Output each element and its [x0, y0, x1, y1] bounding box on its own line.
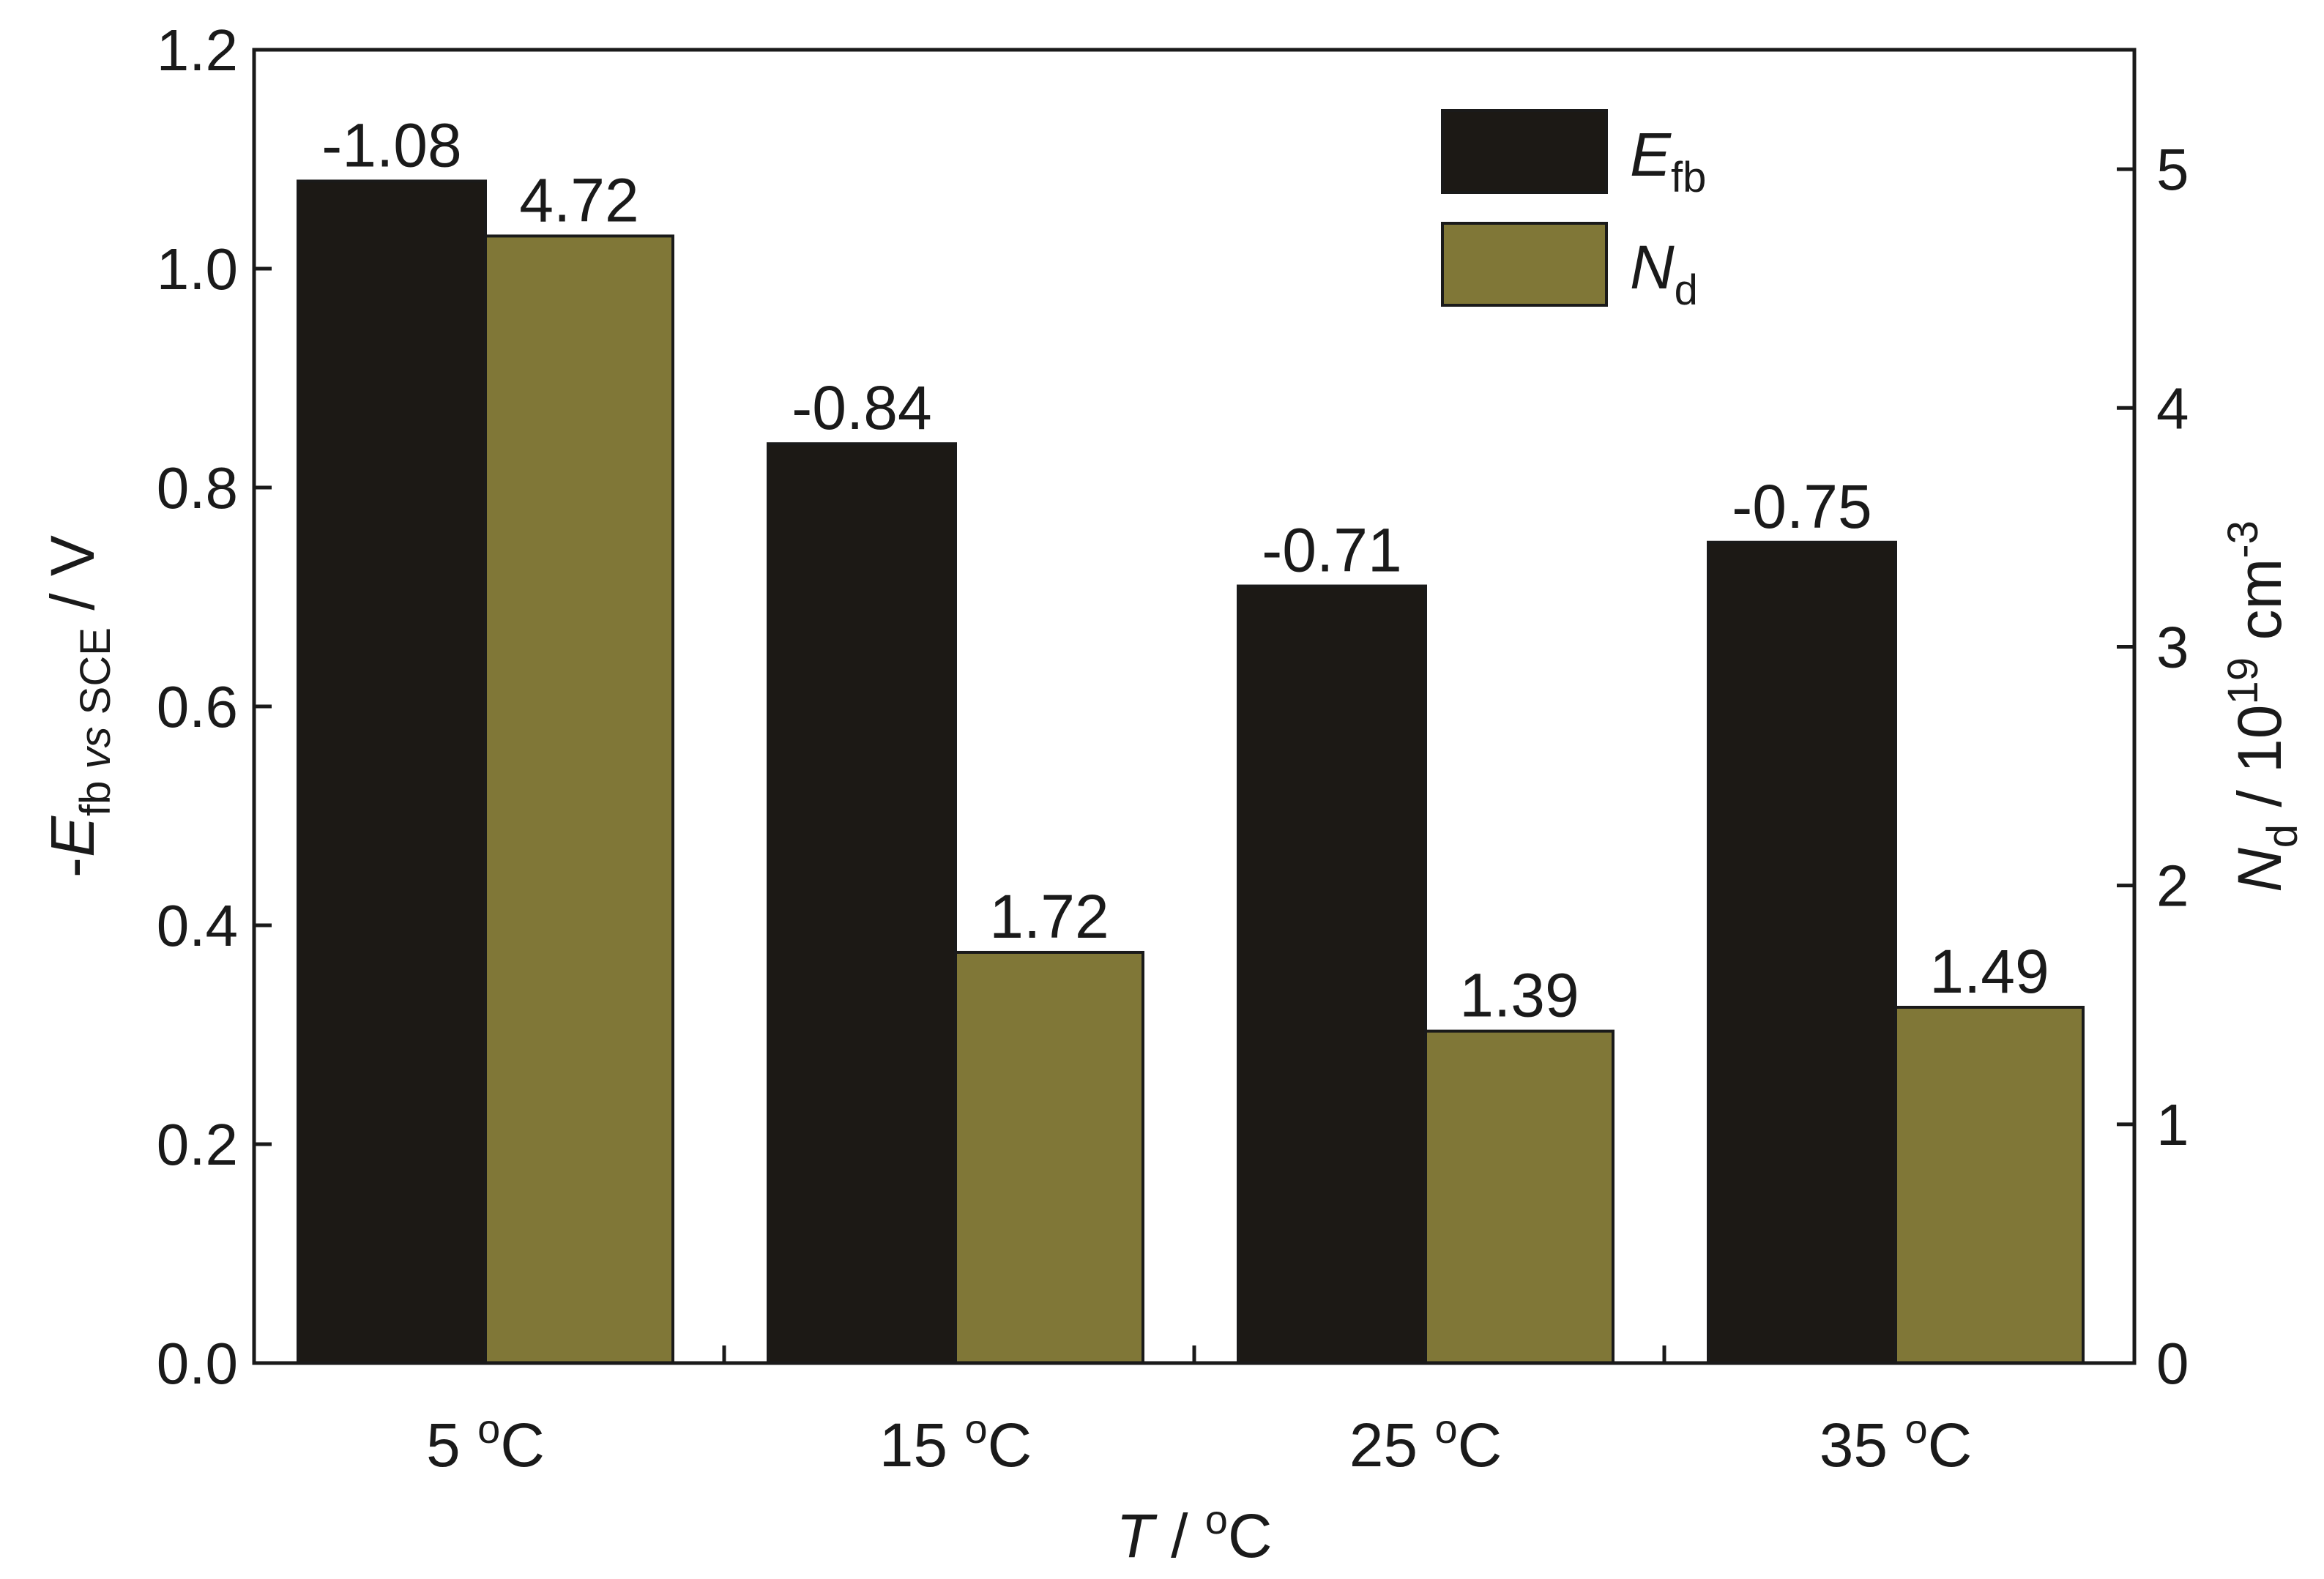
y-axis-right-title: Nd / 1019 cm-3 [2219, 520, 2306, 892]
bar-efb-2 [1237, 584, 1427, 1365]
bars-layer [297, 179, 2085, 1365]
right-tick-label-4: 4 [2156, 376, 2189, 441]
ticks-layer: 0.0 0.2 0.4 0.6 0.8 1.0 1.2 0 1 2 3 4 5 [157, 18, 2189, 1396]
bar-nd-3 [1894, 1005, 2085, 1365]
bar-efb-1 [767, 442, 957, 1365]
bar-nd-2 [1424, 1029, 1614, 1365]
legend-label-nd: Nd [1630, 233, 1698, 314]
left-tick-label-6: 1.2 [157, 18, 238, 83]
category-labels-layer: 5 oC 15 oC 25 oC 35 oC [426, 1406, 1972, 1479]
bar-label-nd-0: 4.72 [519, 165, 639, 234]
bar-label-efb-0: -1.08 [321, 111, 461, 179]
right-tick-label-2: 2 [2156, 854, 2189, 919]
legend-swatch-efb [1441, 109, 1608, 194]
y-axis-left-title: -Efb vs SCE / V [38, 535, 119, 878]
left-tick-label-5: 1.0 [157, 236, 238, 302]
bar-label-nd-2: 1.39 [1459, 961, 1579, 1030]
right-tick-label-5: 5 [2156, 137, 2189, 202]
right-tick-label-1: 1 [2156, 1092, 2189, 1157]
bar-nd-0 [484, 234, 674, 1365]
legend-swatch-nd [1441, 222, 1608, 307]
left-tick-label-0: 0.0 [157, 1331, 238, 1396]
category-label-0: 5 oC [426, 1406, 545, 1479]
right-tick-label-3: 3 [2156, 614, 2189, 679]
category-label-2: 25 oC [1349, 1406, 1502, 1479]
bar-labels-layer: -1.08 4.72 -0.84 1.72 -0.71 1.39 -0.75 1.49 [321, 111, 2049, 1029]
bar-efb-0 [297, 179, 487, 1365]
category-label-3: 35 oC [1820, 1406, 1973, 1479]
bar-label-efb-2: -0.71 [1262, 516, 1401, 585]
bar-label-nd-3: 1.49 [1929, 937, 2049, 1006]
right-tick-label-0: 0 [2156, 1331, 2189, 1396]
bar-efb-3 [1707, 540, 1897, 1365]
bar-label-efb-3: -0.75 [1732, 472, 1872, 541]
left-tick-label-1: 0.2 [157, 1112, 238, 1177]
left-tick-label-3: 0.6 [157, 674, 238, 739]
legend: Efb Nd [1441, 109, 1706, 314]
left-tick-label-2: 0.4 [157, 893, 238, 958]
bar-label-efb-1: -0.84 [792, 373, 931, 442]
legend-label-efb: Efb [1630, 120, 1706, 201]
left-tick-label-4: 0.8 [157, 455, 238, 520]
category-label-1: 15 oC [879, 1406, 1032, 1479]
bar-nd-1 [954, 950, 1144, 1365]
x-axis-title: T / oC [1116, 1496, 1272, 1570]
bar-label-nd-1: 1.72 [989, 882, 1109, 951]
